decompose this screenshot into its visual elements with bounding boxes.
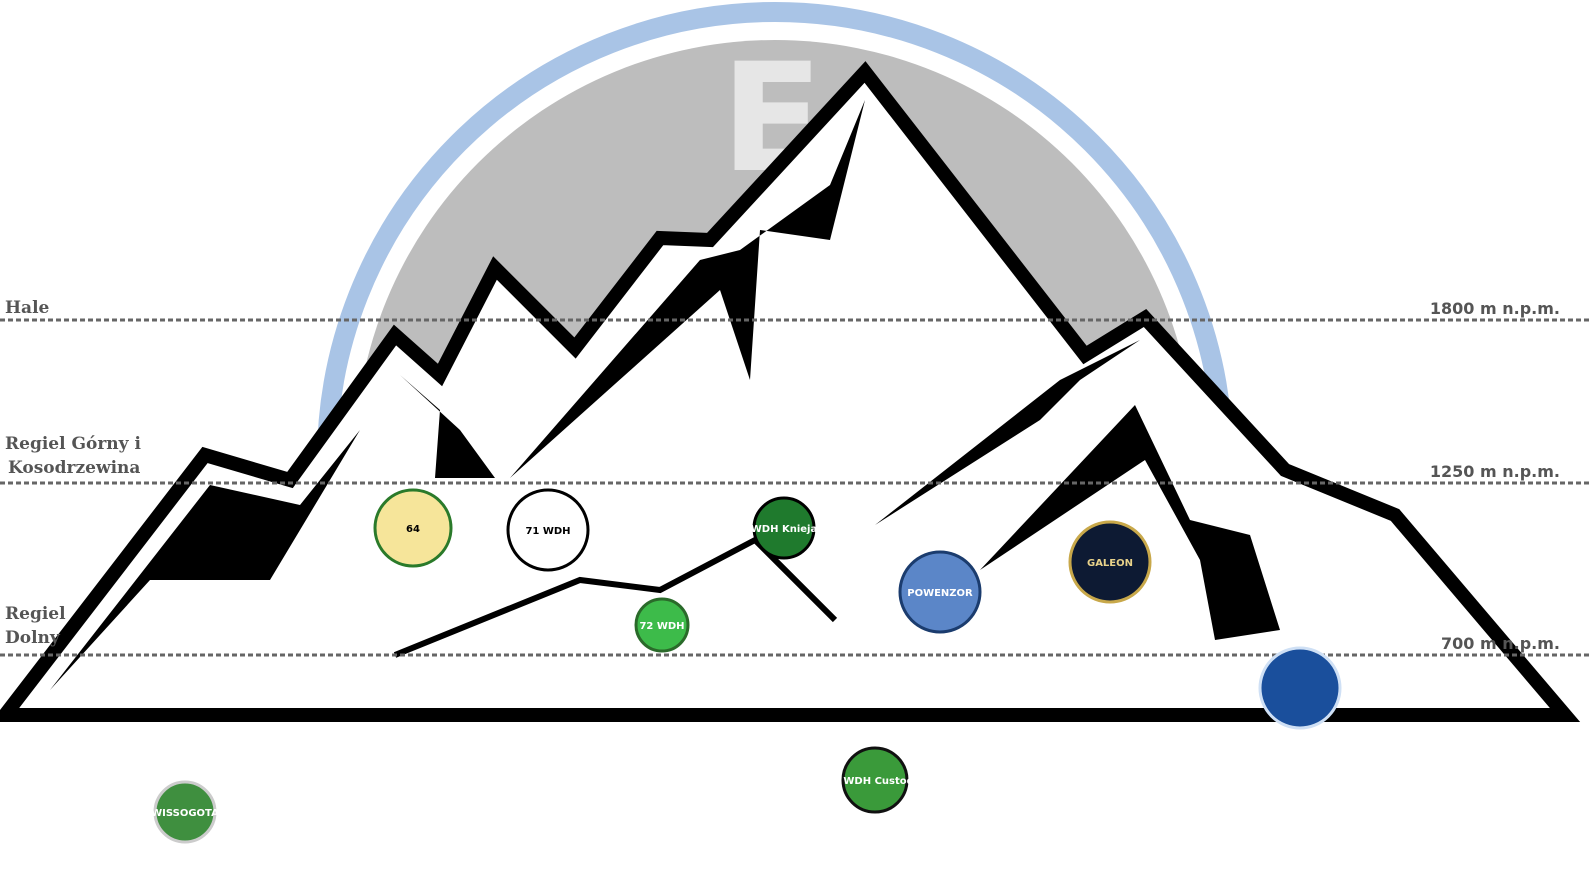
badge-label: POWENZOR bbox=[907, 588, 973, 599]
mountain-shade bbox=[980, 405, 1280, 640]
zone-label: Dolny bbox=[5, 628, 61, 648]
badge bbox=[634, 597, 690, 653]
badge bbox=[752, 496, 816, 560]
badge-label: WDH Knieja bbox=[751, 524, 817, 535]
mountain-shade bbox=[400, 375, 495, 478]
zone-label: Kosodrzewina bbox=[8, 458, 140, 478]
mountain-shade bbox=[875, 340, 1140, 525]
badge-label: GALEON bbox=[1087, 558, 1133, 569]
altitude-label: 1250 m n.p.m. bbox=[1430, 462, 1560, 481]
badge bbox=[841, 746, 909, 814]
badge bbox=[373, 488, 453, 568]
badge bbox=[506, 488, 590, 572]
mountain-shade bbox=[50, 430, 360, 690]
badge-label: 72 WDH bbox=[639, 621, 684, 632]
badge-label: 64 bbox=[406, 524, 420, 535]
zone-label: Hale bbox=[5, 298, 50, 318]
altitude-label: 1800 m n.p.m. bbox=[1430, 299, 1560, 318]
mountain-outline bbox=[0, 61, 1581, 722]
badge bbox=[1068, 520, 1152, 604]
badges: 64 71 WDH 72 WDH WDH Knieja POWENZOR GALEON 73… bbox=[151, 488, 1342, 844]
altitude-label: 700 m n.p.m. bbox=[1441, 634, 1560, 653]
zone-label: Regiel Górny i bbox=[5, 434, 141, 454]
zones: Hale 1800 m n.p.m. Regiel Górny i Kosodrzew… bbox=[0, 298, 1591, 657]
badge-label: 73 WDH Custodia bbox=[826, 776, 924, 787]
mountain-shade bbox=[510, 100, 865, 478]
badge bbox=[898, 550, 982, 634]
badge bbox=[1258, 646, 1342, 730]
badge bbox=[153, 780, 217, 844]
badge-label: 71 WDH bbox=[525, 526, 570, 537]
ridge-line bbox=[393, 536, 838, 658]
badge-label: WISSOGOTA bbox=[151, 808, 219, 819]
zone-label: Regiel bbox=[5, 604, 66, 624]
